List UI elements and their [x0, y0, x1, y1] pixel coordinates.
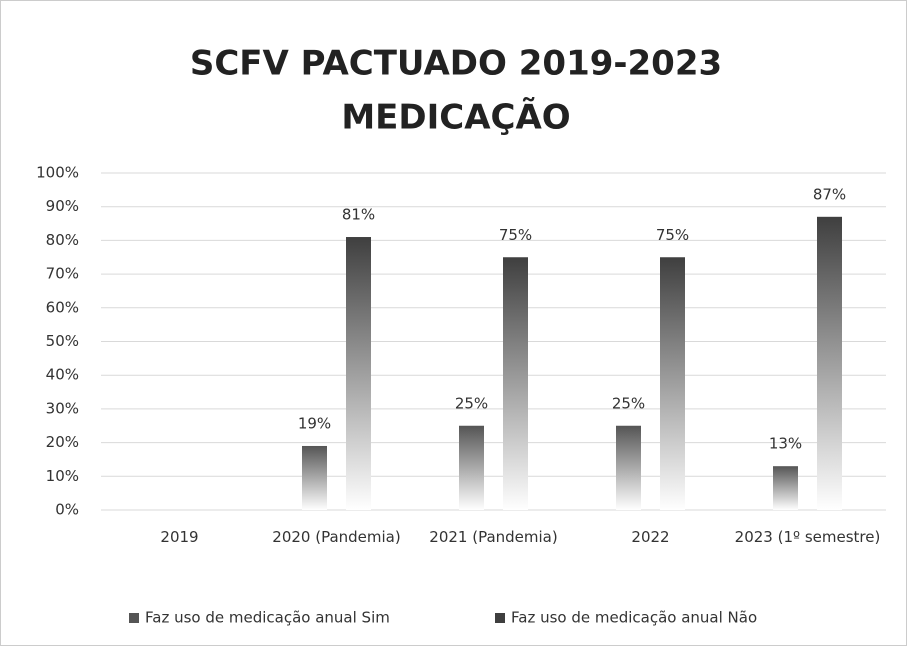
legend-swatch [495, 613, 505, 623]
data-label: 87% [813, 185, 846, 203]
x-tick-label: 2019 [160, 528, 199, 546]
y-tick-label: 20% [46, 433, 79, 451]
bar [346, 237, 371, 510]
y-tick-label: 10% [46, 467, 79, 485]
y-tick-label: 70% [46, 265, 79, 283]
x-tick-label: 2023 (1º semestre) [734, 528, 881, 546]
y-tick-label: 100% [36, 164, 79, 182]
data-label: 75% [656, 226, 689, 244]
bar [817, 216, 842, 510]
bar [302, 445, 327, 510]
data-label: 25% [612, 394, 645, 412]
x-tick-label: 2021 (Pandemia) [429, 528, 558, 546]
data-label: 25% [455, 394, 488, 412]
y-tick-label: 30% [46, 399, 79, 417]
y-tick-label: 60% [46, 298, 79, 316]
bar [459, 425, 484, 510]
bar [660, 257, 685, 510]
chart-title: SCFV PACTUADO 2019-2023 [190, 44, 722, 84]
y-tick-label: 90% [46, 197, 79, 215]
x-tick-label: 2022 [631, 528, 670, 546]
data-label: 75% [499, 226, 532, 244]
x-tick-label: 2020 (Pandemia) [272, 528, 401, 546]
y-tick-label: 80% [46, 231, 79, 249]
bar [616, 425, 641, 510]
y-tick-label: 50% [46, 332, 79, 350]
bar [503, 257, 528, 510]
legend-label: Faz uso de medicação anual Não [511, 609, 757, 627]
legend-swatch [129, 613, 139, 623]
data-label: 19% [298, 414, 331, 432]
chart-title: MEDICAÇÃO [341, 97, 570, 138]
data-label: 13% [769, 435, 802, 453]
y-tick-label: 0% [55, 501, 79, 519]
data-label: 81% [342, 206, 375, 224]
y-tick-label: 40% [46, 366, 79, 384]
bar [773, 466, 798, 510]
legend-label: Faz uso de medicação anual Sim [145, 609, 390, 627]
